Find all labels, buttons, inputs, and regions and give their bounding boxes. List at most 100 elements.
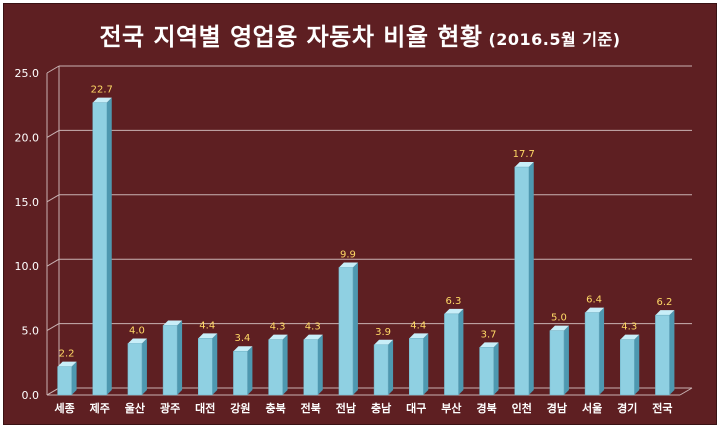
x-tick-label: 인천 <box>512 401 532 415</box>
data-label: 22.7 <box>91 85 113 96</box>
bar <box>127 343 143 396</box>
chart-title: 전국 지역별 영업용 자동차 비율 현황 (2016.5월 기준) <box>0 17 720 52</box>
bar <box>479 347 494 396</box>
bar <box>620 339 635 396</box>
bar-side <box>634 334 640 395</box>
x-tick-label: 광주 <box>160 402 180 415</box>
bar-top <box>127 338 147 344</box>
bar-top <box>338 262 358 268</box>
gridline-side <box>46 194 60 203</box>
bar-top <box>303 334 323 340</box>
data-label: 3.7 <box>481 329 497 340</box>
x-tick-label: 전남 <box>336 401 356 415</box>
x-tick-label: 경북 <box>476 401 496 415</box>
bar-side <box>177 320 183 395</box>
data-label: 4.3 <box>305 322 321 333</box>
bar-top <box>92 97 112 103</box>
gridline-side <box>46 323 60 332</box>
bar <box>198 338 213 396</box>
data-label: 3.9 <box>375 327 391 338</box>
bar-side <box>247 346 253 395</box>
bar-top <box>268 334 288 340</box>
bar-top <box>444 308 464 314</box>
gridline-side <box>46 65 60 74</box>
x-tick-label: 서울 <box>582 401 602 415</box>
bar <box>373 344 389 396</box>
bar <box>549 330 565 396</box>
gridline-side <box>46 258 60 267</box>
x-tick-label: 강원 <box>230 401 250 415</box>
bar-side <box>317 334 323 395</box>
bar-side <box>563 325 569 395</box>
bar-top <box>374 339 394 345</box>
data-label: 4.0 <box>129 325 145 336</box>
bar-side <box>71 361 77 395</box>
x-tick-label: 경남 <box>547 401 567 415</box>
bar-side <box>282 334 288 395</box>
bar-top <box>57 361 77 367</box>
bar <box>268 339 283 396</box>
bar-side <box>106 97 112 396</box>
data-label: 4.3 <box>270 322 286 333</box>
x-tick-label: 대전 <box>195 401 215 415</box>
bar-top <box>585 307 605 313</box>
data-label: 9.9 <box>340 249 356 260</box>
bar <box>655 314 670 396</box>
data-label: 17.7 <box>513 149 535 160</box>
bar-top <box>198 333 218 339</box>
x-tick-label: 대구 <box>406 401 426 415</box>
data-label: 4.4 <box>410 320 426 331</box>
data-label: 6.3 <box>445 296 461 307</box>
y-tick-label: 0.0 <box>22 389 40 402</box>
bar-side <box>352 262 358 395</box>
bar-side <box>669 310 675 395</box>
y-tick-label: 10.0 <box>15 260 40 273</box>
x-tick-label: 울산 <box>125 401 145 415</box>
gridline-side <box>46 387 60 396</box>
bar-top <box>409 333 429 339</box>
bar <box>303 339 318 396</box>
x-tick-label: 충남 <box>371 401 391 415</box>
bar <box>162 325 178 396</box>
bar-side <box>493 342 499 395</box>
data-label: 6.2 <box>656 297 672 308</box>
bar-side <box>599 307 605 395</box>
bar-side <box>458 308 464 395</box>
y-tick-label: 5.0 <box>22 325 40 338</box>
bar-side <box>423 333 429 395</box>
x-tick-label: 제주 <box>90 401 110 415</box>
y-tick-label: 15.0 <box>15 196 40 209</box>
x-tick-label: 전국 <box>652 401 672 415</box>
data-label: 3.4 <box>234 333 250 344</box>
x-tick-label: 경기 <box>617 401 637 415</box>
chart-title-text: 전국 지역별 영업용 자동차 비율 현황 <box>99 23 483 51</box>
x-tick-label: 세종 <box>54 401 74 415</box>
bar <box>409 338 424 396</box>
bar-top <box>479 342 499 348</box>
bar <box>233 350 248 396</box>
bar <box>92 102 107 396</box>
y-tick-label: 20.0 <box>15 131 40 144</box>
data-label: 4.4 <box>199 320 215 331</box>
bar-top <box>655 310 675 316</box>
bar <box>57 366 72 396</box>
bar-side <box>141 338 147 395</box>
chart-subtitle: (2016.5월 기준) <box>488 30 621 49</box>
bar <box>514 166 529 396</box>
data-label: 6.4 <box>586 295 602 306</box>
y-tick-label: 25.0 <box>15 67 40 80</box>
bar <box>444 313 459 396</box>
data-label: 4.3 <box>621 322 637 333</box>
bar-side <box>528 162 534 395</box>
bar-top <box>514 162 534 168</box>
x-tick-label: 충북 <box>265 401 285 415</box>
gridline-side <box>46 129 60 138</box>
floor-edge-right <box>679 387 693 396</box>
x-tick-label: 부산 <box>441 401 461 415</box>
bar-top <box>163 320 183 326</box>
x-tick-label: 전북 <box>301 401 321 415</box>
bar-side <box>388 339 394 395</box>
bar-top <box>233 346 253 352</box>
bar-top <box>549 325 569 331</box>
